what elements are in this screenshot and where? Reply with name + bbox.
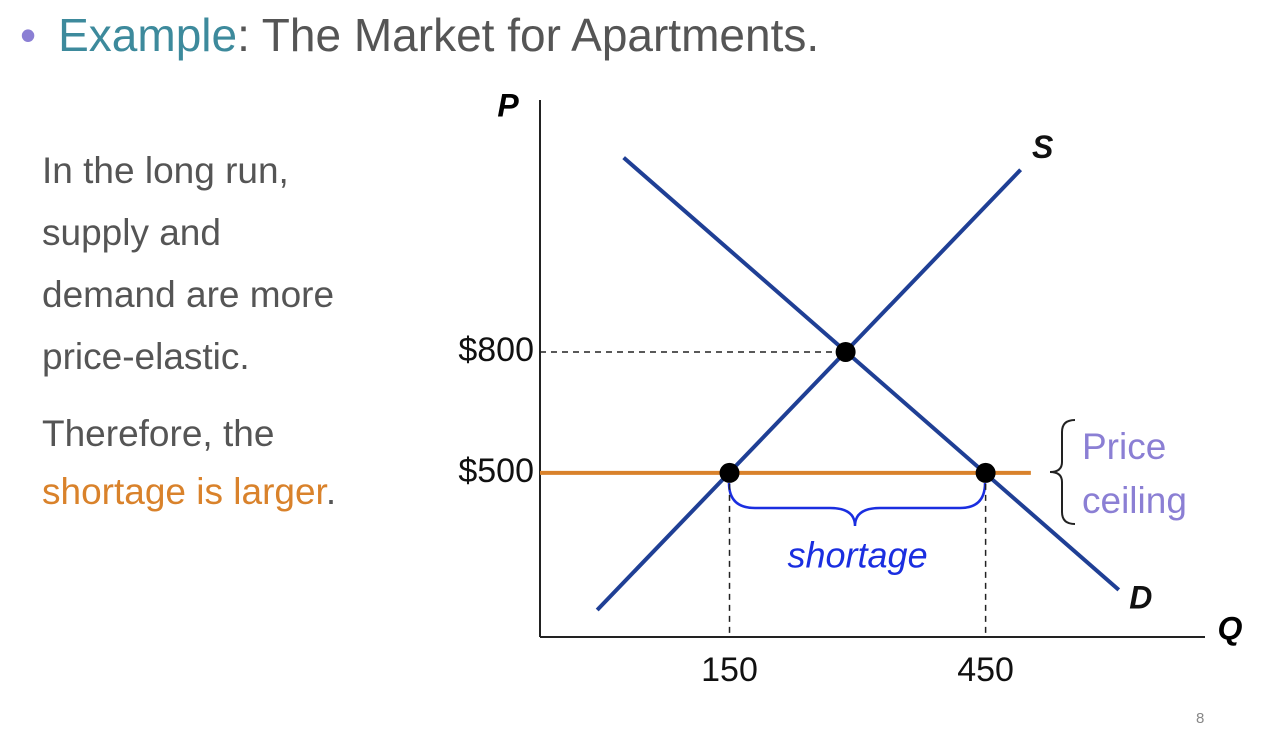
point bbox=[835, 341, 856, 362]
series-label: D bbox=[1129, 579, 1152, 615]
y-tick-label: $500 bbox=[458, 452, 534, 490]
text-line: supply and bbox=[42, 212, 221, 253]
x-tick-label: 150 bbox=[701, 651, 758, 689]
text-line: demand are more bbox=[42, 274, 335, 315]
text-line: In the long run, bbox=[42, 150, 289, 191]
paragraph: Therefore, the shortage is larger. bbox=[42, 405, 412, 521]
shortage-brace bbox=[727, 482, 987, 527]
point bbox=[975, 462, 996, 483]
series-label: Price ceiling bbox=[1082, 426, 1187, 521]
point bbox=[719, 462, 740, 483]
title-highlight: Example bbox=[58, 9, 238, 61]
y-tick-label: $800 bbox=[458, 331, 534, 369]
x-tick-label: 450 bbox=[957, 651, 1014, 689]
text-highlight: shortage is larger bbox=[42, 471, 326, 512]
text: Therefore, the bbox=[42, 413, 275, 454]
series-line bbox=[622, 156, 1121, 592]
series-label: S bbox=[1032, 129, 1054, 165]
text-line: price-elastic. bbox=[42, 336, 250, 377]
paragraph: In the long run, supply and demand are m… bbox=[42, 140, 334, 388]
annotation: shortage bbox=[788, 535, 928, 576]
ceiling-brace bbox=[1049, 419, 1076, 525]
slide-title: • Example: The Market for Apartments. bbox=[20, 8, 819, 62]
page-number: 8 bbox=[1196, 710, 1205, 727]
x-axis-label: Q bbox=[1218, 610, 1243, 646]
series-line bbox=[595, 168, 1023, 612]
bullet: • bbox=[20, 9, 37, 61]
title-rest: : The Market for Apartments. bbox=[237, 9, 820, 61]
text: . bbox=[325, 471, 337, 512]
y-axis-label: P bbox=[497, 87, 519, 123]
